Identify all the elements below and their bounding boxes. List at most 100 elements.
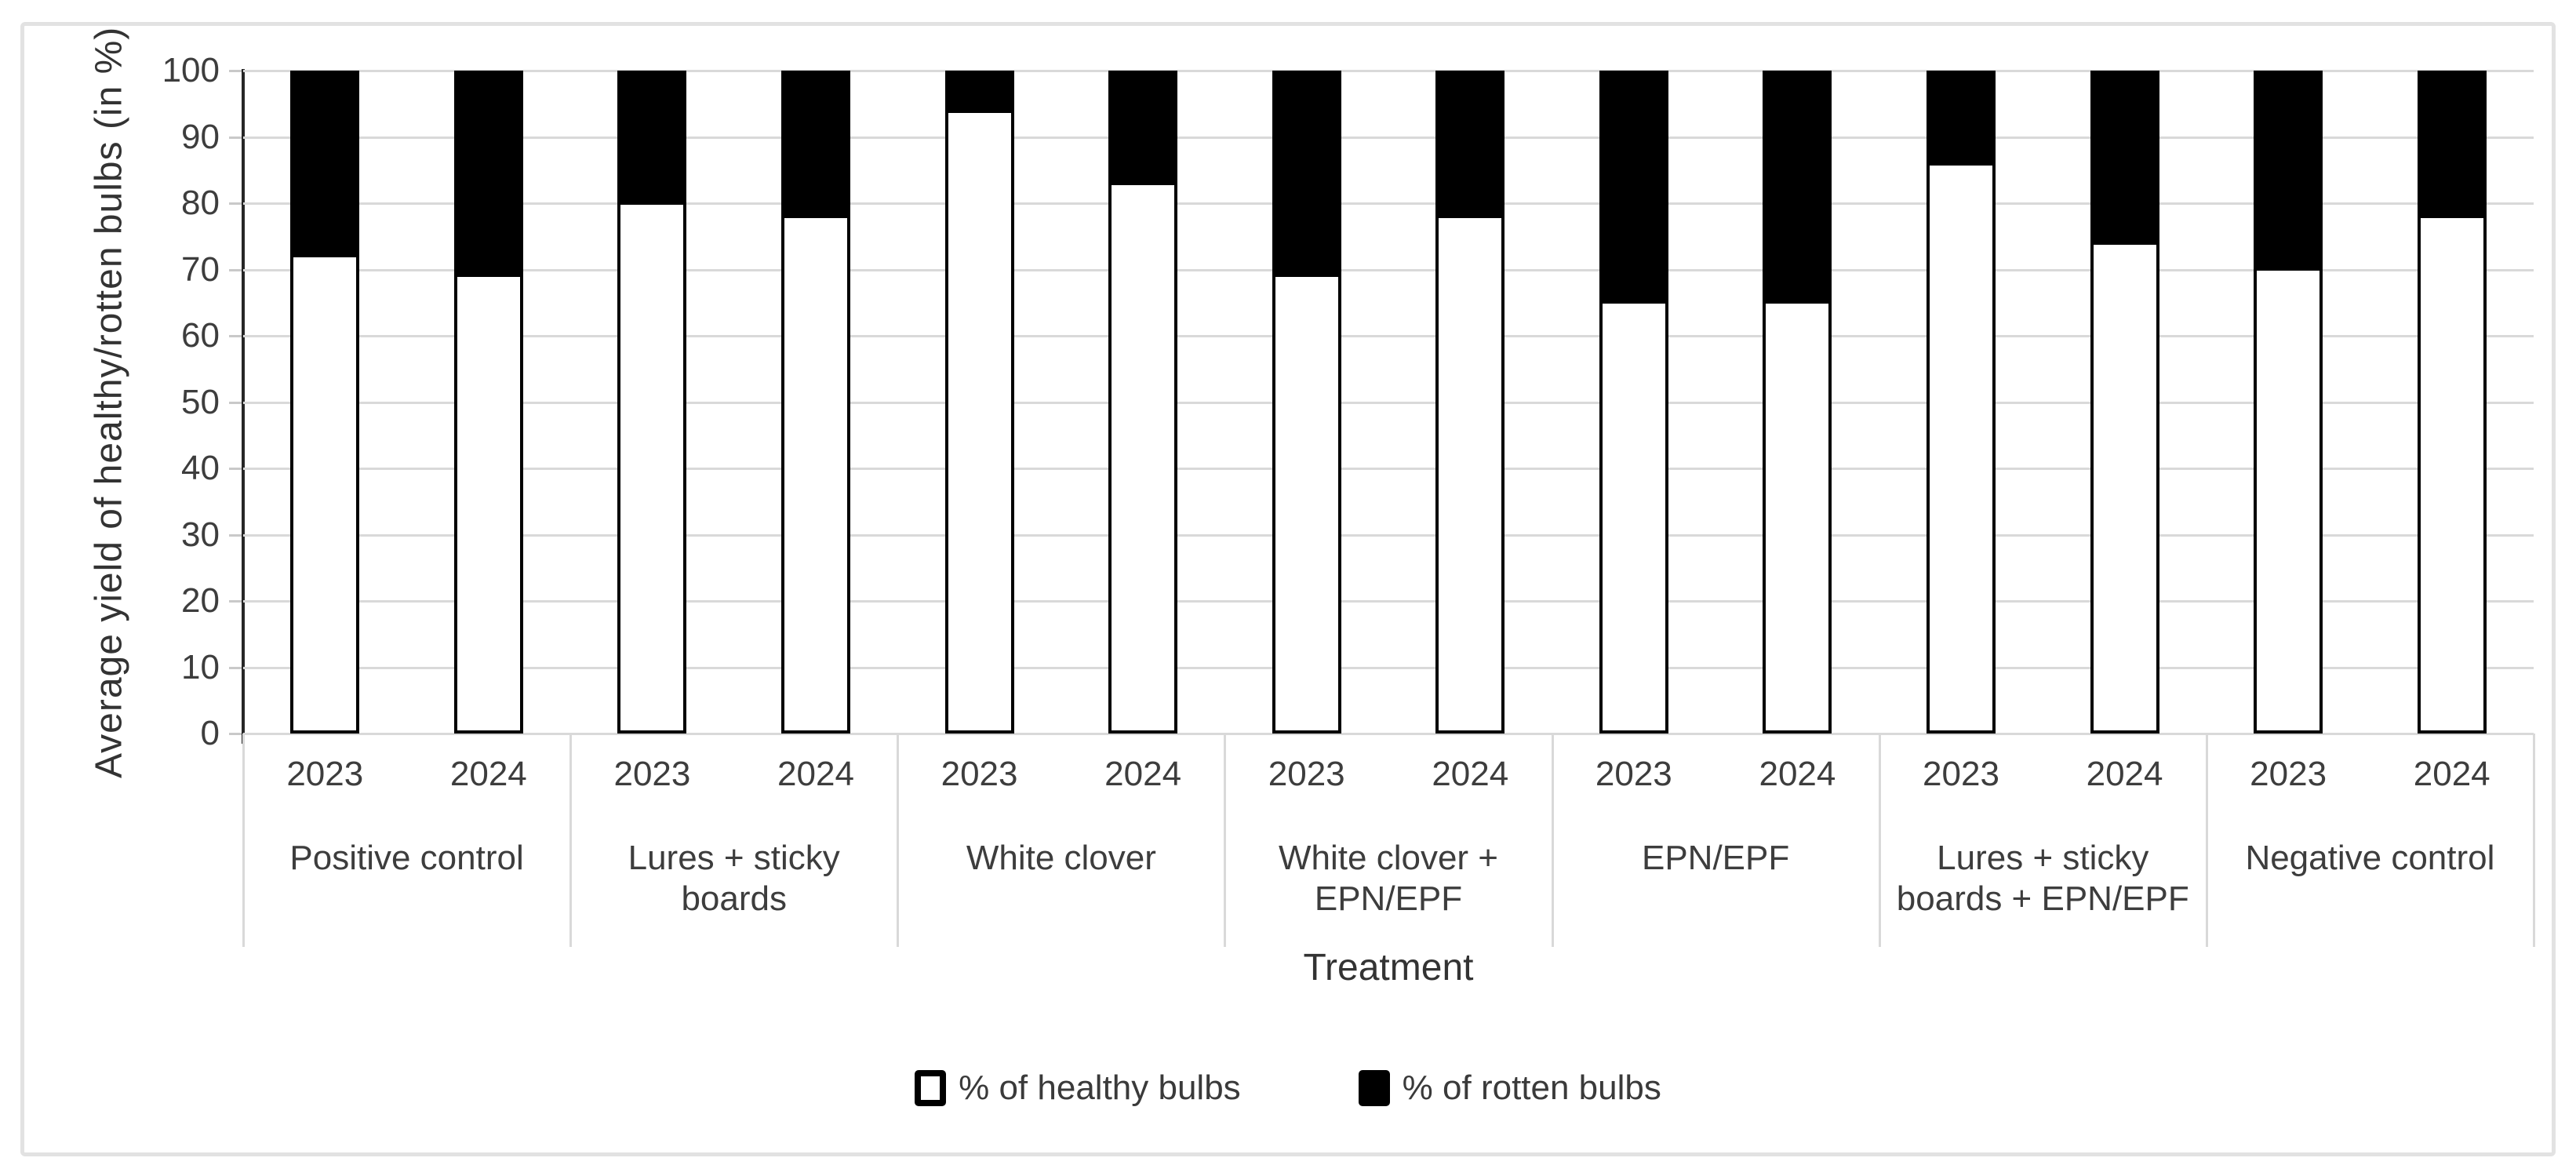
stacked-bar-white-clover-epn-epf-2023 [1272, 71, 1341, 734]
rotten-segment [2093, 74, 2156, 245]
year-label: 2023 [1923, 755, 1999, 793]
gridline [243, 136, 2534, 139]
y-tick-mark [229, 268, 242, 271]
group-separator [1224, 734, 1227, 947]
year-label: 2024 [2086, 755, 2163, 793]
year-label: 2023 [1595, 755, 1672, 793]
group-label-row: Positive control Lures + sticky boards Whi… [243, 838, 2534, 948]
gridline [243, 733, 2534, 735]
healthy-swatch-icon [915, 1070, 947, 1106]
y-tick-mark [229, 666, 242, 669]
year-label: 2024 [449, 755, 527, 793]
x-axis-title: Treatment [1303, 947, 1474, 988]
group-label: White clover [966, 839, 1156, 877]
group-label: Negative control [2245, 839, 2495, 877]
rotten-segment [1602, 74, 1665, 304]
stacked-bar-epn-epf-2024 [1763, 71, 1832, 734]
rotten-segment [1930, 74, 1992, 166]
stacked-bar-white-clover-2023 [944, 71, 1014, 734]
gridline [243, 202, 2534, 205]
rotten-segment [1439, 74, 1502, 219]
y-tick-mark [229, 533, 242, 537]
year-label: 2024 [1104, 755, 1182, 793]
y-tick-label: 0 [200, 714, 220, 752]
stacked-bar-positive-control-2023 [290, 71, 360, 734]
y-axis-line [242, 69, 245, 744]
year-label: 2024 [2413, 755, 2490, 793]
gridline [243, 70, 2534, 72]
gridline [243, 666, 2534, 669]
year-label: 2024 [777, 755, 854, 793]
stacked-bar-positive-control-2024 [453, 71, 523, 734]
stacked-bar-lures-sticky-boards-epn-epf-2023 [1927, 71, 1996, 734]
rotten-segment [948, 74, 1011, 114]
y-tick-mark [229, 202, 242, 205]
rotten-segment [293, 74, 357, 258]
rotten-segment [2257, 74, 2320, 271]
year-label: 2023 [941, 755, 1018, 793]
y-tick-label: 40 [181, 449, 220, 487]
y-tick-mark [229, 733, 242, 735]
group-separator [897, 734, 900, 947]
y-tick-label: 70 [181, 249, 220, 289]
y-tick-mark [229, 468, 242, 470]
gridline [243, 268, 2534, 271]
gridline [243, 533, 2534, 537]
gridline [243, 600, 2534, 603]
stacked-bar-white-clover-epn-epf-2024 [1435, 71, 1505, 734]
rotten-segment [1112, 74, 1175, 186]
y-tick-label: 10 [181, 647, 220, 686]
group-label: Lures + sticky boards [628, 839, 840, 918]
group-separator [569, 734, 573, 947]
group-label: Positive control [289, 839, 524, 877]
year-label: 2023 [1268, 755, 1345, 793]
y-tick-label: 100 [162, 51, 220, 89]
year-label: 2023 [613, 755, 691, 793]
y-tick-mark [229, 136, 242, 139]
rotten-swatch-icon [1358, 1070, 1390, 1106]
rotten-segment [620, 74, 684, 206]
group-label: Lures + sticky boards + EPN/EPF [1896, 839, 2189, 918]
group-separator [1878, 734, 1881, 947]
year-label: 2023 [2250, 755, 2327, 793]
rotten-segment [2420, 74, 2483, 219]
stacked-bar-negative-control-2024 [2417, 71, 2487, 734]
y-tick-mark [229, 335, 242, 337]
y-tick-mark [229, 70, 242, 72]
group-separator [242, 734, 245, 947]
stacked-bar-epn-epf-2023 [1599, 71, 1668, 734]
gridline [243, 468, 2534, 470]
stacked-bar-lures-sticky-boards-2024 [781, 71, 850, 734]
y-tick-label: 80 [181, 184, 220, 222]
year-label-row: 2023 2024 2023 2024 2023 2024 2023 2024 2023 2024… [243, 747, 2534, 802]
y-tick-label: 30 [181, 515, 220, 554]
gridline [243, 335, 2534, 337]
stacked-bar-lures-sticky-boards-2023 [617, 71, 687, 734]
year-label: 2024 [1432, 755, 1509, 793]
rotten-segment [1766, 74, 1829, 304]
rotten-segment [1275, 74, 1338, 278]
group-separator [1551, 734, 1554, 947]
rotten-segment [784, 74, 847, 219]
gridline [243, 401, 2534, 404]
group-separator [2205, 734, 2208, 947]
y-tick-label: 50 [181, 382, 220, 421]
legend-label: % of healthy bulbs [959, 1069, 1241, 1107]
legend-item: % of healthy bulbs [915, 1069, 1241, 1108]
stacked-bar-negative-control-2023 [2254, 71, 2323, 734]
group-label: EPN/EPF [1641, 839, 1790, 877]
y-tick-label: 90 [181, 117, 220, 156]
year-label: 2023 [286, 755, 364, 793]
stacked-bar-lures-sticky-boards-epn-epf-2024 [2090, 71, 2159, 734]
plot-area [243, 70, 2534, 735]
y-tick-mark [229, 401, 242, 404]
y-tick-label: 60 [181, 316, 220, 355]
y-tick-label: 20 [181, 581, 220, 620]
year-label: 2024 [1759, 755, 1836, 793]
group-label: White clover + EPN/EPF [1279, 839, 1498, 918]
rotten-segment [457, 74, 520, 278]
group-separator [2533, 734, 2535, 947]
legend-label: % of rotten bulbs [1402, 1069, 1661, 1107]
stacked-bar-white-clover-2024 [1108, 71, 1178, 734]
y-tick-mark [229, 600, 242, 603]
